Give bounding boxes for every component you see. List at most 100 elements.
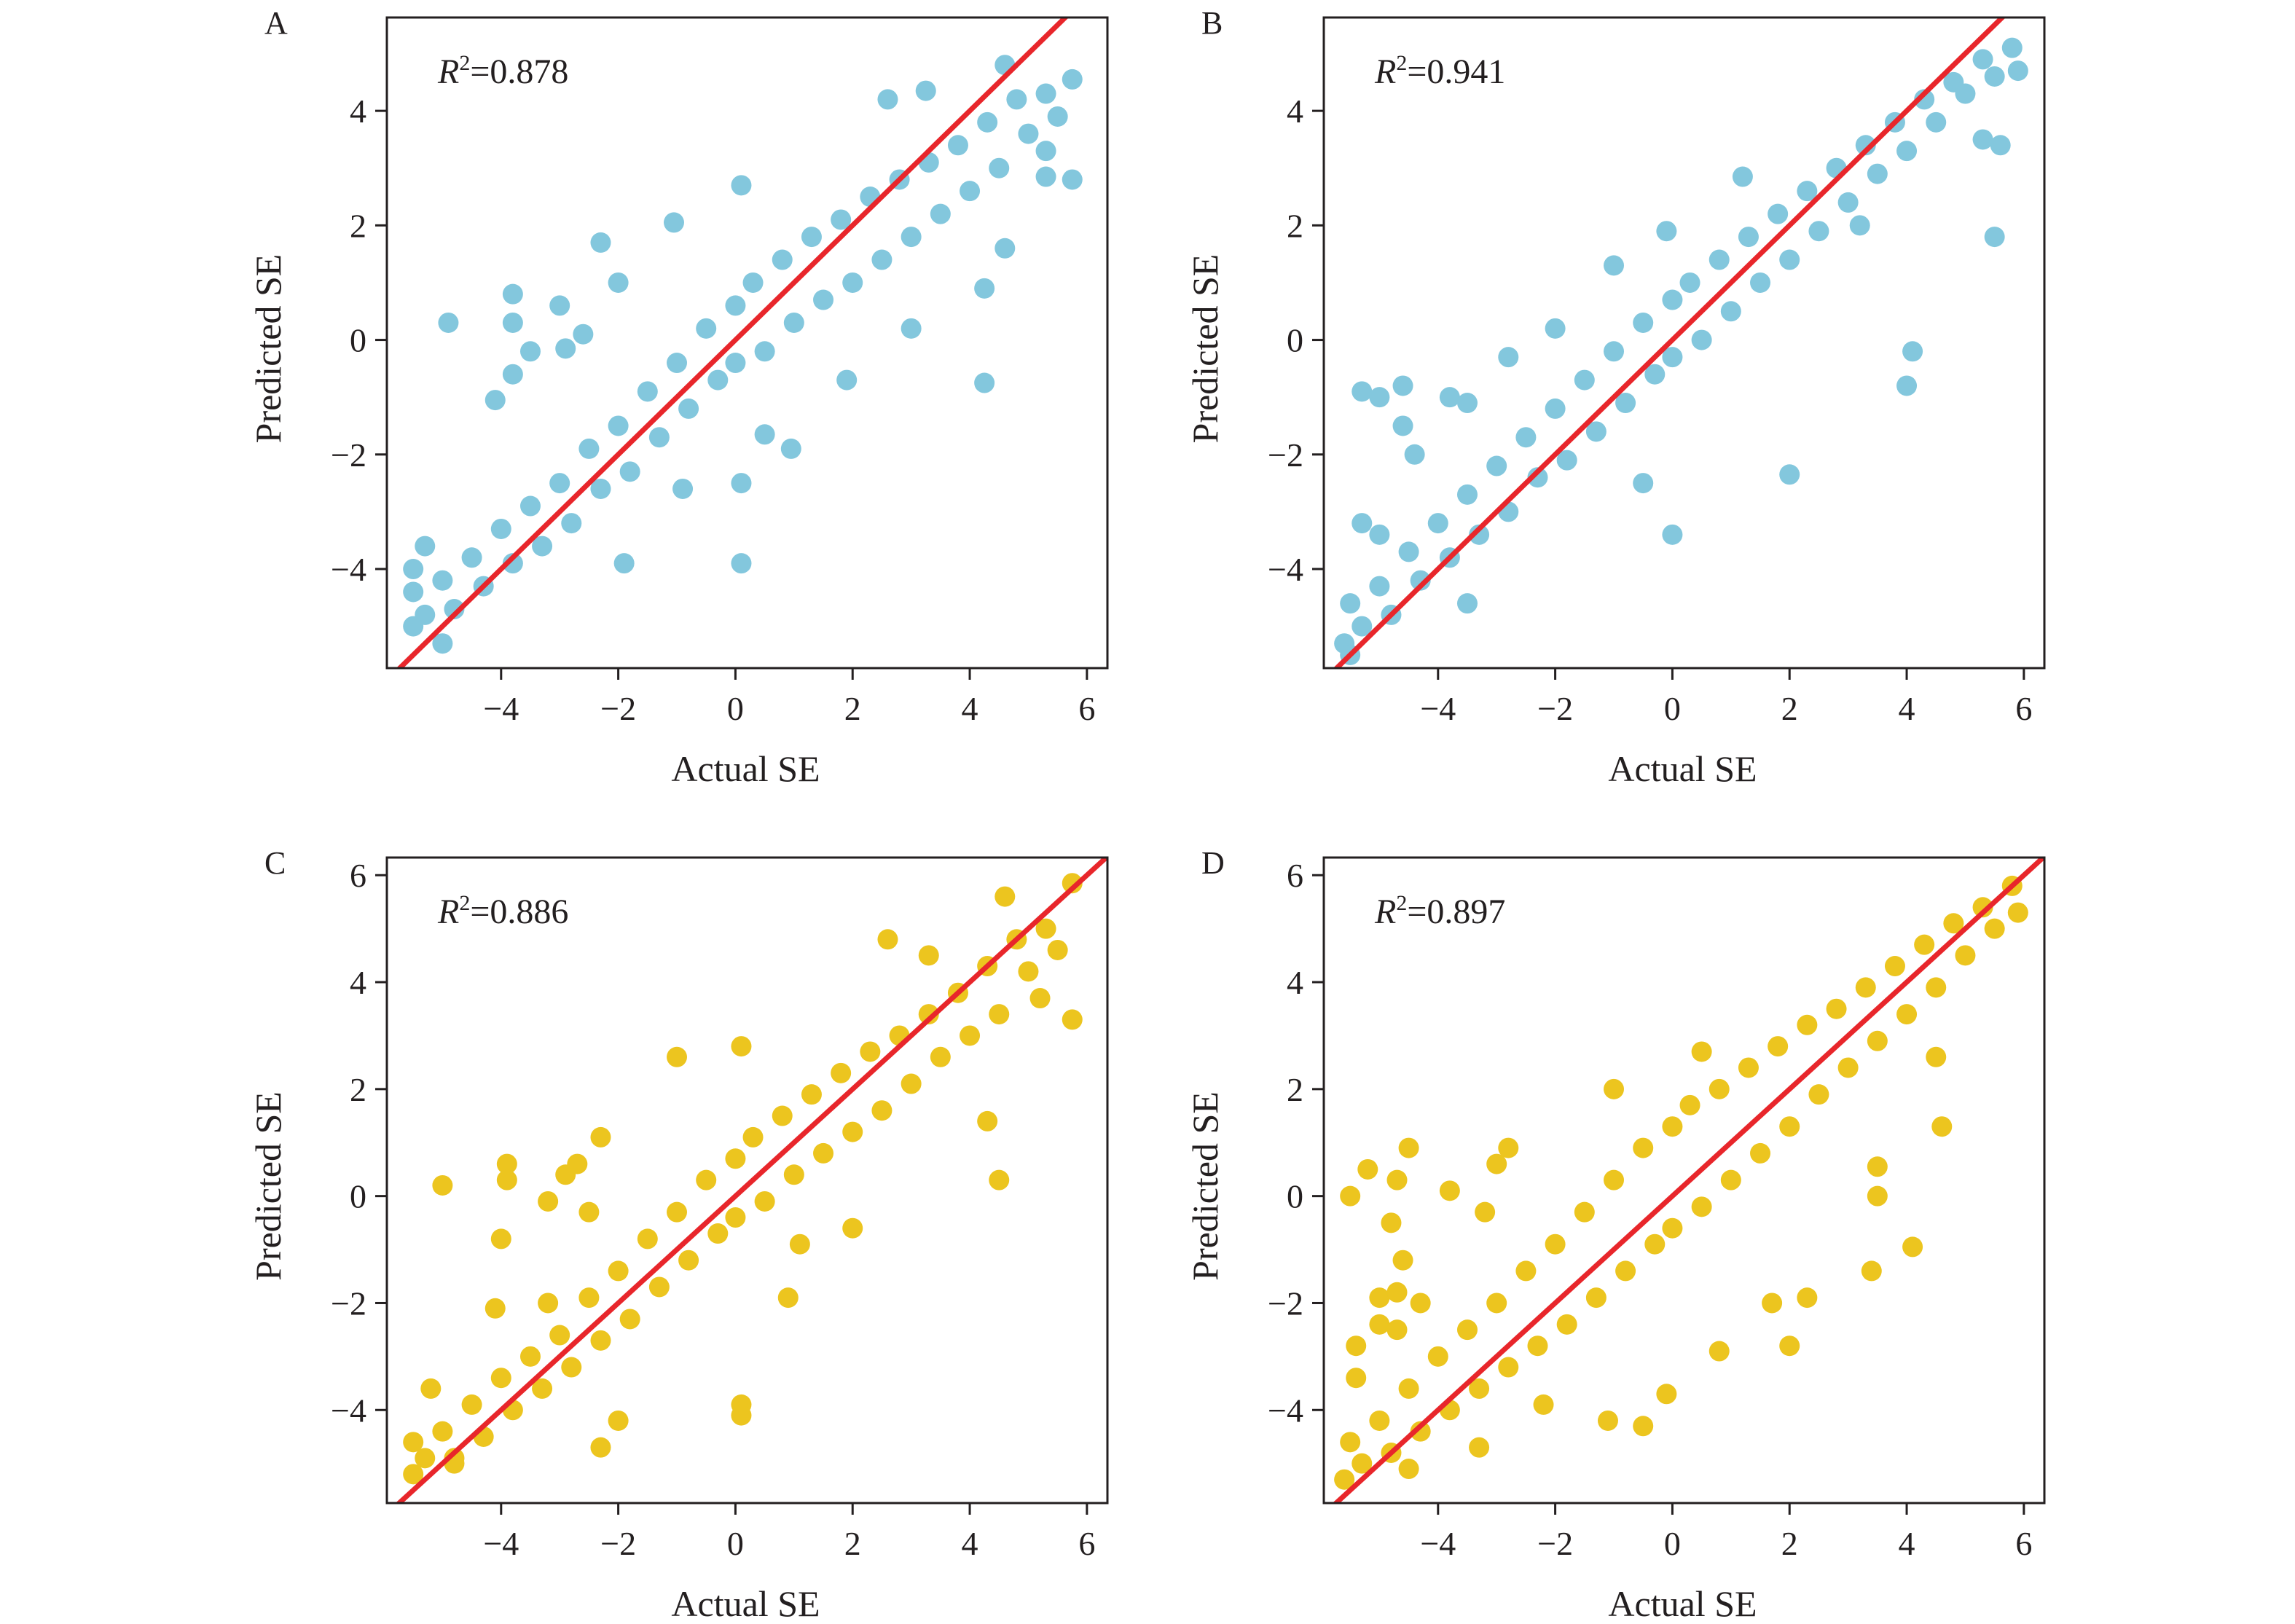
data-point (813, 289, 834, 310)
data-point (1633, 1416, 1654, 1437)
data-point (1768, 1036, 1789, 1057)
data-point (1062, 169, 1083, 190)
data-point (432, 570, 453, 591)
r-squared-value: 0.897 (1427, 893, 1505, 931)
x-tick-label: 0 (727, 1525, 744, 1562)
plot-frame (385, 856, 1109, 1505)
data-point (842, 272, 863, 293)
data-point (1486, 1153, 1507, 1174)
data-point (1914, 934, 1935, 955)
data-point (1369, 387, 1390, 408)
data-point (1545, 398, 1566, 419)
x-tick-label: 2 (844, 690, 861, 727)
data-point (1392, 375, 1413, 396)
data-point (960, 1025, 981, 1046)
data-point (484, 390, 506, 411)
data-point (590, 1126, 611, 1148)
data-point (1656, 1384, 1677, 1405)
data-point (1861, 1260, 1882, 1282)
x-tick-label: 6 (2015, 690, 2032, 727)
data-point (742, 272, 764, 293)
data-point (1604, 341, 1625, 362)
data-point (772, 1105, 793, 1126)
data-point (1456, 1319, 1478, 1341)
data-point (1398, 1137, 1419, 1158)
data-point (1656, 221, 1677, 242)
data-point (637, 381, 658, 402)
data-point (915, 80, 936, 101)
data-point (1545, 1233, 1566, 1255)
data-point (490, 1228, 511, 1250)
data-point (1902, 1236, 1923, 1258)
data-point (1762, 1292, 1783, 1314)
data-point (438, 312, 459, 333)
y-tick-label: −4 (1268, 551, 1303, 588)
x-tick-label: 4 (1899, 1525, 1915, 1562)
data-point (590, 1437, 611, 1458)
data-point (1984, 918, 2005, 939)
data-point (561, 513, 582, 534)
x-tick-label: 4 (962, 690, 978, 727)
data-point (901, 1073, 922, 1094)
data-point (519, 341, 541, 362)
data-point (1738, 1057, 1759, 1078)
equals-sign: = (1407, 52, 1427, 91)
data-point (918, 945, 939, 966)
data-point (1392, 1250, 1413, 1271)
data-point (1398, 541, 1419, 562)
data-point (613, 553, 635, 574)
data-point (860, 1041, 881, 1062)
data-point (1475, 1201, 1496, 1223)
data-point (707, 1223, 729, 1244)
data-point (989, 1169, 1010, 1190)
data-point (1398, 1459, 1419, 1480)
fit-line (395, 858, 1107, 1503)
data-point (1469, 1378, 1490, 1399)
y-tick-label: 6 (350, 857, 366, 894)
data-point (1486, 455, 1507, 476)
y-tick-label: 0 (1287, 1178, 1303, 1215)
data-point (1392, 415, 1413, 436)
data-point (1381, 1212, 1402, 1233)
data-point (731, 175, 752, 196)
data-point (1386, 1169, 1408, 1190)
data-point (1691, 1041, 1712, 1062)
data-point (1720, 1169, 1741, 1190)
data-point (1662, 347, 1683, 368)
data-point (608, 272, 629, 293)
data-point (461, 547, 482, 568)
data-point (1047, 106, 1068, 127)
fit-line (1332, 858, 2044, 1503)
x-tick-label: 4 (962, 1525, 978, 1562)
x-tick-label: 4 (1899, 690, 1915, 727)
y-axis-label: Predicted SE (248, 1091, 289, 1281)
panel-letter: C (264, 845, 286, 881)
data-point (1849, 215, 1870, 236)
data-point (1662, 524, 1683, 545)
x-tick-label: −4 (483, 1525, 519, 1562)
data-point (1369, 1410, 1390, 1431)
data-point (1691, 329, 1712, 350)
y-axis-label: Predicted SE (1185, 254, 1225, 444)
panel-letter: B (1201, 5, 1223, 41)
data-point (1035, 918, 1056, 939)
data-point (780, 438, 801, 459)
data-point (731, 473, 752, 494)
data-point (1386, 1319, 1408, 1341)
data-point (725, 1207, 746, 1228)
data-point (783, 312, 804, 333)
y-tick-label: −2 (1268, 436, 1303, 474)
x-tick-label: −2 (1537, 690, 1573, 727)
data-point (667, 353, 688, 374)
scatter-points (1333, 17, 2028, 668)
data-point (1352, 381, 1373, 402)
data-point (1527, 1335, 1548, 1357)
data-point (519, 1346, 541, 1367)
data-point (1896, 1004, 1918, 1025)
data-point (1750, 272, 1771, 293)
plot-frame (1322, 16, 2046, 670)
data-point (1691, 1196, 1712, 1217)
data-point (561, 1357, 582, 1378)
data-point (1633, 473, 1654, 494)
